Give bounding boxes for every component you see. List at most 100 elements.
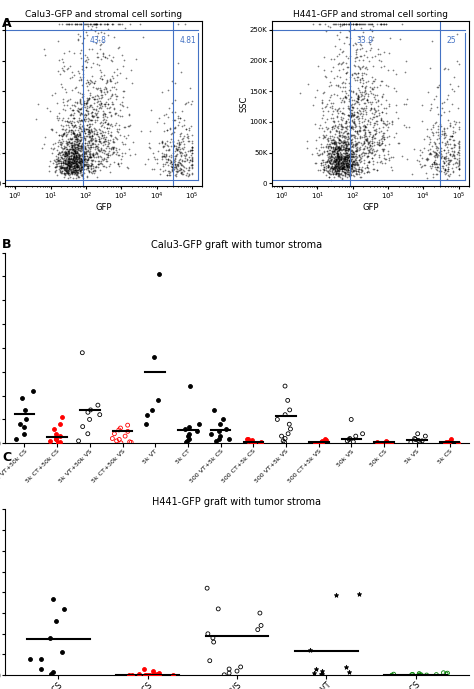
- Point: [335, 156, 343, 167]
- Point: [335, 143, 343, 154]
- Point: [85, 119, 93, 130]
- Point: [356, 143, 364, 154]
- Point: [434, 81, 441, 92]
- Point: [87, 149, 94, 160]
- Point: [328, 145, 336, 156]
- Point: [335, 130, 343, 141]
- Point: [345, 150, 353, 161]
- Point: [89, 127, 96, 138]
- Point: [72, 142, 79, 153]
- Point: [88, 110, 95, 121]
- Point: [55, 137, 62, 148]
- Point: [352, 88, 360, 99]
- Point: [75, 154, 83, 165]
- Point: [328, 151, 335, 162]
- Point: [316, 149, 324, 160]
- Point: [79, 150, 86, 161]
- Point: [352, 137, 359, 148]
- Point: [347, 161, 355, 172]
- Point: [95, 158, 103, 169]
- Point: [68, 156, 76, 167]
- Point: [86, 114, 93, 125]
- Point: [71, 132, 78, 143]
- Point: [84, 162, 91, 173]
- Point: [330, 116, 337, 127]
- Point: [357, 172, 365, 183]
- Point: [351, 121, 358, 132]
- Point: [65, 46, 73, 57]
- Point: [63, 158, 70, 169]
- Point: [76, 127, 83, 138]
- Point: [380, 127, 388, 138]
- Point: [59, 134, 66, 145]
- Point: [443, 437, 450, 448]
- Point: [175, 136, 183, 147]
- Point: [110, 66, 118, 77]
- Point: [349, 116, 357, 127]
- Point: [98, 74, 106, 85]
- Point: [72, 159, 79, 170]
- Point: [348, 121, 356, 132]
- Point: [332, 138, 339, 150]
- Point: [72, 122, 80, 133]
- Point: [345, 161, 352, 172]
- Point: [86, 18, 94, 29]
- Point: [337, 169, 345, 180]
- Point: [342, 156, 350, 167]
- Point: [304, 79, 312, 90]
- Point: [337, 152, 345, 163]
- Point: [87, 131, 94, 142]
- Point: [336, 34, 343, 45]
- Point: [343, 152, 351, 163]
- Point: [345, 169, 352, 180]
- Point: [331, 165, 339, 176]
- Point: [357, 50, 365, 61]
- Point: [177, 167, 185, 178]
- Point: [366, 44, 374, 55]
- Point: [454, 56, 461, 67]
- Point: [332, 152, 340, 163]
- Point: [93, 83, 101, 94]
- Point: [322, 141, 329, 152]
- Point: [59, 153, 66, 164]
- Point: [162, 150, 170, 161]
- Point: [195, 419, 203, 430]
- Point: [344, 158, 351, 169]
- Point: [65, 166, 73, 177]
- Point: [342, 142, 349, 153]
- Point: [67, 153, 75, 164]
- Point: [344, 163, 352, 174]
- Point: [88, 134, 96, 145]
- Point: [89, 148, 97, 159]
- Point: [440, 152, 447, 163]
- Point: [55, 130, 63, 141]
- Point: [315, 145, 322, 156]
- Point: [378, 106, 386, 117]
- Point: [93, 18, 100, 29]
- Point: [350, 116, 357, 127]
- Point: [333, 70, 340, 81]
- Point: [73, 97, 81, 108]
- Point: [79, 132, 87, 143]
- Point: [344, 157, 351, 168]
- Point: [381, 18, 388, 29]
- Point: [347, 100, 355, 111]
- Point: [369, 147, 376, 158]
- Point: [357, 163, 365, 174]
- Point: [360, 147, 368, 158]
- Point: [359, 429, 366, 440]
- Point: [105, 152, 112, 163]
- Point: [360, 103, 368, 114]
- Point: [184, 132, 191, 143]
- Point: [345, 142, 353, 153]
- Point: [347, 160, 355, 171]
- Point: [342, 116, 350, 127]
- Point: [364, 138, 371, 149]
- Point: [339, 162, 346, 173]
- Point: [59, 157, 66, 168]
- Point: [91, 18, 98, 29]
- Point: [446, 168, 454, 179]
- Point: [83, 150, 91, 161]
- Point: [440, 162, 447, 173]
- Point: [179, 106, 186, 117]
